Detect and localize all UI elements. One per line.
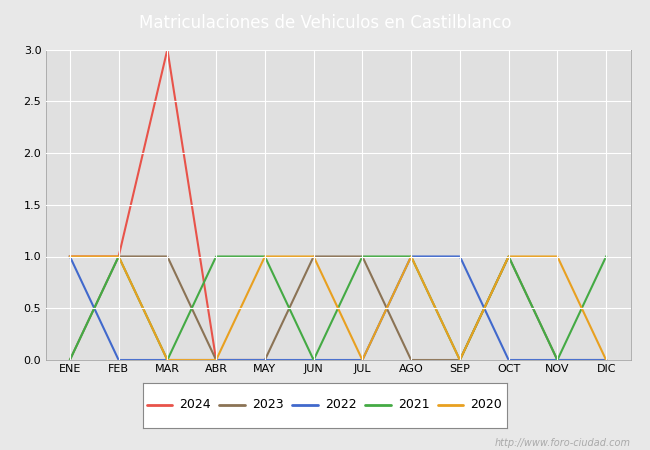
Line: 2020: 2020 xyxy=(70,256,606,360)
2020 xyxy=(359,357,367,363)
2021 xyxy=(359,254,367,259)
2021 xyxy=(212,254,220,259)
2020 xyxy=(114,254,122,259)
2022 xyxy=(554,357,562,363)
2023 xyxy=(407,357,415,363)
2022 xyxy=(359,357,367,363)
Line: 2022: 2022 xyxy=(70,256,606,360)
Text: 2022: 2022 xyxy=(325,399,357,411)
2023 xyxy=(114,254,122,259)
Text: 2024: 2024 xyxy=(179,399,211,411)
2021 xyxy=(456,357,464,363)
2023 xyxy=(212,357,220,363)
2020 xyxy=(407,254,415,259)
2021 xyxy=(164,357,172,363)
2022 xyxy=(602,357,610,363)
Line: 2024: 2024 xyxy=(70,50,265,360)
2022 xyxy=(261,357,269,363)
2021 xyxy=(309,357,317,363)
Text: http://www.foro-ciudad.com: http://www.foro-ciudad.com xyxy=(495,438,630,448)
2024 xyxy=(212,357,220,363)
2021 xyxy=(602,254,610,259)
2021 xyxy=(114,254,122,259)
2020 xyxy=(456,357,464,363)
2020 xyxy=(212,357,220,363)
2020 xyxy=(309,254,317,259)
2020 xyxy=(602,357,610,363)
Line: 2021: 2021 xyxy=(70,256,606,360)
Text: Matriculaciones de Vehiculos en Castilblanco: Matriculaciones de Vehiculos en Castilbl… xyxy=(138,14,512,32)
2022 xyxy=(114,357,122,363)
2020 xyxy=(504,254,512,259)
2024 xyxy=(261,357,269,363)
2021 xyxy=(407,254,415,259)
2022 xyxy=(407,254,415,259)
Text: 2021: 2021 xyxy=(398,399,430,411)
Text: 2023: 2023 xyxy=(252,399,284,411)
2020 xyxy=(554,254,562,259)
Line: 2023: 2023 xyxy=(70,256,606,360)
2024 xyxy=(114,254,122,259)
2023 xyxy=(504,254,512,259)
Text: 2020: 2020 xyxy=(471,399,502,411)
2023 xyxy=(164,254,172,259)
2023 xyxy=(602,357,610,363)
2023 xyxy=(554,357,562,363)
2021 xyxy=(261,254,269,259)
2022 xyxy=(66,254,74,259)
2022 xyxy=(456,254,464,259)
2022 xyxy=(504,357,512,363)
2022 xyxy=(212,357,220,363)
2024 xyxy=(66,254,74,259)
2021 xyxy=(66,357,74,363)
2024 xyxy=(164,47,172,52)
2022 xyxy=(309,357,317,363)
2023 xyxy=(261,357,269,363)
2020 xyxy=(164,357,172,363)
2021 xyxy=(504,254,512,259)
2023 xyxy=(359,254,367,259)
2020 xyxy=(261,254,269,259)
2023 xyxy=(309,254,317,259)
2022 xyxy=(164,357,172,363)
2023 xyxy=(66,357,74,363)
2021 xyxy=(554,357,562,363)
2020 xyxy=(66,254,74,259)
2023 xyxy=(456,357,464,363)
